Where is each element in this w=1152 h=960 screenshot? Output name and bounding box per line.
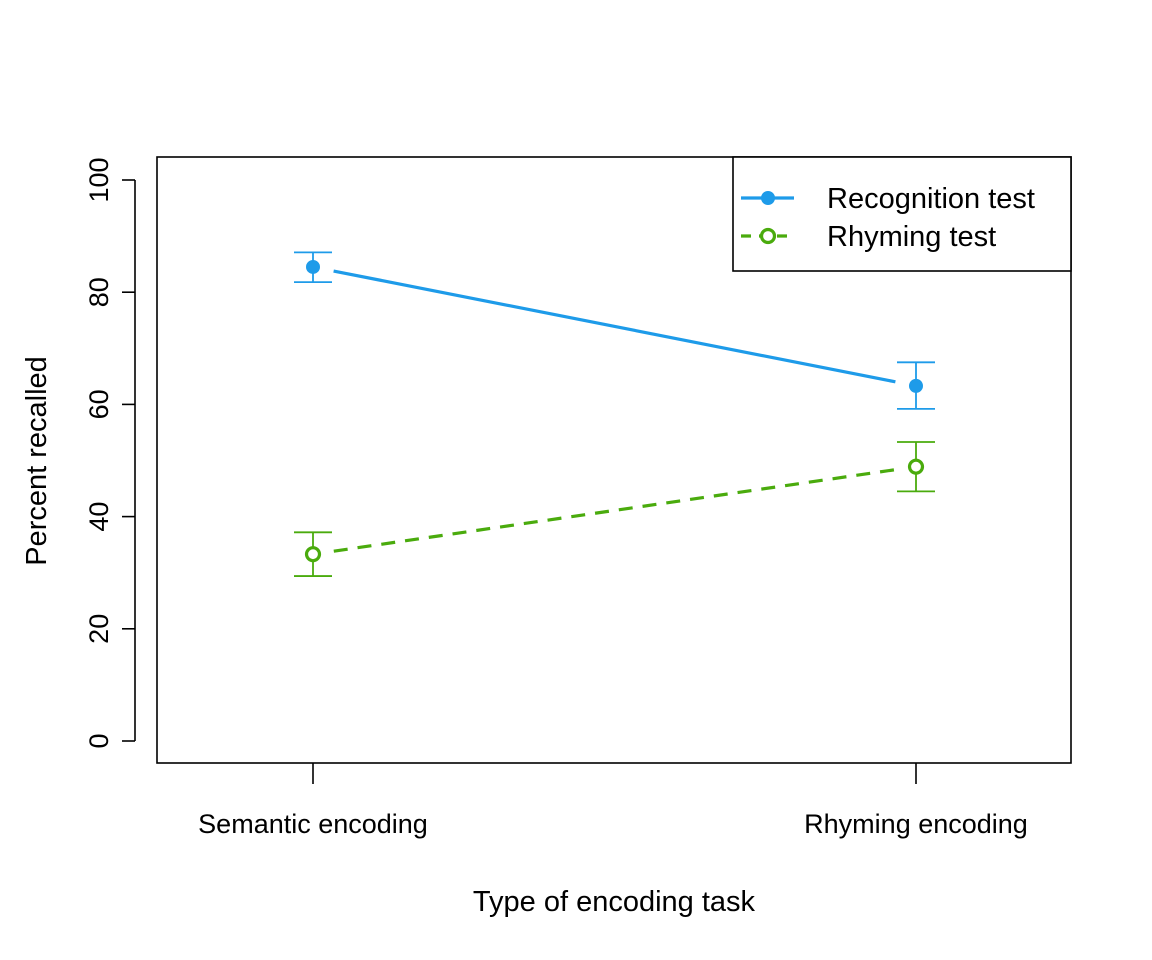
- data-point: [909, 378, 923, 393]
- series-line: [333, 269, 896, 384]
- legend-marker: [761, 191, 775, 205]
- y-tick-label: 40: [84, 502, 114, 532]
- series-layer: [294, 251, 935, 577]
- y-axis-title: Percent recalled: [21, 356, 53, 566]
- legend-marker: [759, 227, 777, 245]
- series-line: [333, 468, 896, 553]
- y-axis: 0 20 40 60 80 100: [84, 157, 136, 749]
- series-recognition-test: [294, 251, 935, 410]
- data-point: [907, 458, 925, 475]
- series-rhyming-test: [294, 441, 935, 577]
- x-axis-title: Type of encoding task: [473, 886, 756, 918]
- data-point: [304, 546, 322, 563]
- legend: Recognition test Rhyming test: [732, 156, 1072, 272]
- y-tick-label: 0: [84, 733, 114, 748]
- x-axis: Semantic encoding Rhyming encoding: [198, 763, 1028, 839]
- legend-label: Rhyming test: [827, 221, 996, 253]
- y-tick-label: 80: [84, 277, 114, 307]
- legend-box: [732, 156, 1072, 272]
- x-tick-label: Rhyming encoding: [804, 809, 1028, 839]
- data-point: [306, 259, 320, 274]
- plot-frame: [156, 156, 1072, 764]
- y-tick-label: 100: [84, 157, 114, 202]
- x-tick-label: Semantic encoding: [198, 809, 428, 839]
- y-tick-label: 60: [84, 389, 114, 419]
- y-tick-label: 20: [84, 614, 114, 644]
- legend-label: Recognition test: [827, 183, 1035, 215]
